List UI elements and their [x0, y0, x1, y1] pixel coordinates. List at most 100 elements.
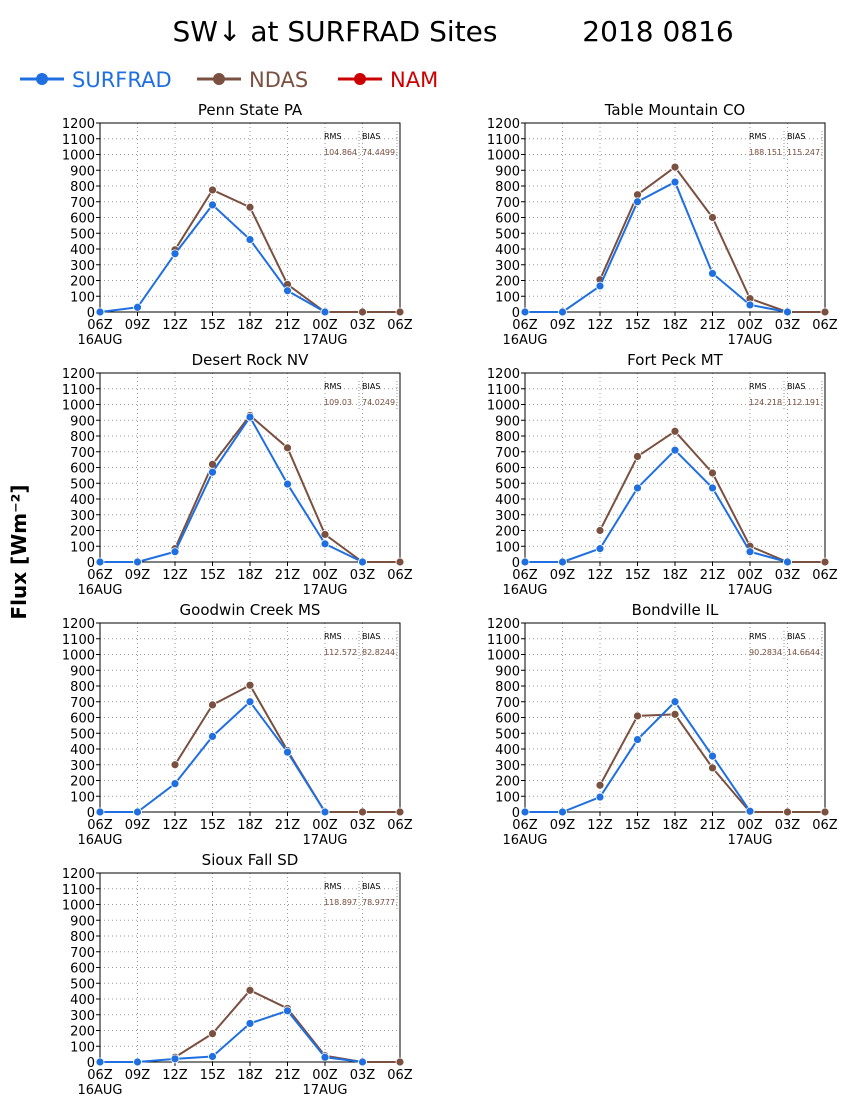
panel-bondville-il: Bondville IL 0100200300400500600700800900…	[487, 601, 838, 848]
y-tick-label: 1000	[62, 149, 95, 164]
panel-sioux-fall-sd: Sioux Fall SD 010020030040050060070080090…	[62, 851, 413, 1098]
x-tick-label: 00Z	[737, 818, 763, 833]
x-tick-label: 06Z	[812, 818, 838, 833]
y-tick-label: 600	[495, 212, 520, 227]
x-tick-label: 15Z	[200, 318, 226, 333]
y-tick-label: 800	[495, 180, 520, 195]
y-tick-label: 400	[495, 743, 520, 758]
y-tick-label: 100	[495, 540, 520, 555]
x-tick-label: 03Z	[350, 1068, 376, 1083]
x-tick-label: 00Z	[737, 318, 763, 333]
point-surfrad	[245, 412, 255, 422]
point-ndas	[245, 202, 255, 212]
y-tick-label: 900	[495, 164, 520, 179]
point-ndas	[170, 760, 180, 770]
x-tick-label: 06Z	[812, 568, 838, 583]
y-tick-label: 300	[70, 259, 95, 274]
y-tick-label: 0	[512, 306, 520, 321]
y-tick-label: 1100	[62, 383, 95, 398]
panel-title: Goodwin Creek MS	[180, 601, 321, 619]
series-line-ndas	[599, 430, 825, 563]
y-tick-label: 800	[70, 680, 95, 695]
point-surfrad	[320, 307, 330, 317]
panel-fort-peck-mt: Fort Peck MT 0100200300400500600700800900…	[487, 351, 838, 598]
y-tick-label: 200	[495, 775, 520, 790]
y-tick-label: 0	[87, 556, 95, 571]
point-surfrad	[208, 732, 217, 741]
x-tick-label: 06Z	[387, 568, 413, 583]
y-tick-label: 100	[70, 790, 95, 805]
x-tick-label: 00Z	[312, 1068, 338, 1083]
x-tick-label: 03Z	[350, 318, 376, 333]
x-tick-label: 06Z	[812, 318, 838, 333]
x-tick-label: 21Z	[275, 1068, 301, 1083]
series-surfrad	[95, 1006, 367, 1067]
panel-title: Table Mountain CO	[604, 101, 746, 119]
x-tick-label: 21Z	[700, 318, 726, 333]
bias-label: BIAS	[787, 382, 805, 391]
point-surfrad	[358, 557, 367, 567]
y-tick-label: 900	[70, 664, 95, 679]
point-surfrad	[708, 483, 717, 493]
stats-box: RMS BIAS 188.151 115.247	[749, 131, 823, 159]
point-ndas	[820, 557, 830, 567]
point-surfrad	[245, 235, 255, 244]
point-ndas	[208, 185, 217, 195]
point-surfrad	[783, 307, 792, 317]
point-surfrad	[358, 1057, 367, 1067]
y-tick-label: 800	[495, 430, 520, 445]
date-label: 17AUG	[727, 333, 772, 348]
y-tick-label: 0	[512, 556, 520, 571]
y-tick-label: 100	[70, 540, 95, 555]
bias-value: 115.247	[787, 148, 820, 157]
point-ndas	[708, 763, 717, 773]
y-tick-label: 700	[495, 446, 520, 461]
point-surfrad	[208, 467, 217, 477]
y-tick-label: 1000	[62, 649, 95, 664]
stats-box: RMS BIAS 124.218 112.191	[749, 381, 823, 409]
x-tick-label: 12Z	[162, 818, 188, 833]
point-surfrad	[245, 1019, 255, 1028]
x-tick-label: 21Z	[275, 818, 301, 833]
y-tick-label: 200	[495, 275, 520, 290]
date-label: 16AUG	[77, 833, 122, 848]
x-tick-label: 06Z	[387, 318, 413, 333]
panel-title: Penn State PA	[198, 101, 303, 119]
panel-desert-rock-nv: Desert Rock NV 01002003004005006007008009…	[62, 351, 413, 598]
point-ndas	[633, 711, 642, 721]
x-tick-label: 18Z	[237, 318, 263, 333]
y-tick-label: 800	[70, 930, 95, 945]
x-tick-label: 15Z	[200, 568, 226, 583]
point-ndas	[208, 700, 217, 710]
x-tick-label: 21Z	[700, 568, 726, 583]
y-tick-label: 900	[495, 414, 520, 429]
panel-title: Fort Peck MT	[627, 351, 723, 369]
y-tick-label: 800	[70, 180, 95, 195]
y-tick-label: 1200	[62, 617, 95, 632]
rms-value: 124.218	[749, 398, 782, 407]
rms-value: 90.2834	[749, 648, 782, 657]
y-tick-label: 300	[495, 259, 520, 274]
point-surfrad	[133, 557, 142, 567]
y-tick-label: 900	[70, 164, 95, 179]
x-tick-label: 06Z	[512, 568, 538, 583]
date-label: 16AUG	[77, 333, 122, 348]
bias-label: BIAS	[787, 632, 805, 641]
y-tick-label: 1100	[62, 633, 95, 648]
y-tick-label: 100	[70, 1040, 95, 1055]
panel-penn-state-pa: Penn State PA 010020030040050060070080090…	[62, 101, 413, 348]
y-tick-label: 200	[70, 275, 95, 290]
point-surfrad	[745, 806, 755, 816]
date-label: 17AUG	[302, 583, 347, 598]
point-surfrad	[670, 445, 680, 455]
x-tick-label: 21Z	[700, 818, 726, 833]
panel-title: Desert Rock NV	[192, 351, 309, 369]
y-tick-label: 1200	[487, 617, 520, 632]
x-tick-label: 12Z	[162, 568, 188, 583]
point-ndas	[358, 307, 367, 317]
date-label: 17AUG	[727, 833, 772, 848]
y-tick-label: 100	[495, 290, 520, 305]
x-tick-label: 00Z	[312, 818, 338, 833]
point-ndas	[245, 680, 255, 690]
series-surfrad	[95, 697, 330, 817]
